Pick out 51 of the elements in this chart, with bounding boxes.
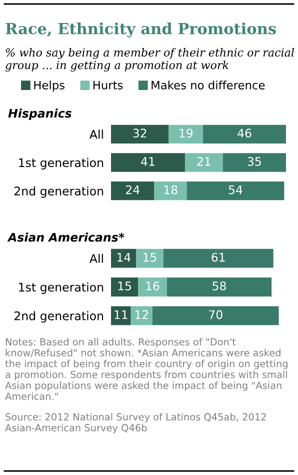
data-label: 15 [144,252,156,262]
data-label: 11 [114,310,128,319]
bar [203,124,286,144]
text: Notes: Based on all adults. Responses of "Don't know/Refused" not shown. *Asian Americans were asked the impact of being from their country of origin on getting a promotion. Some respondents from countries with small Asian populations were asked the impact of being "Asian American." [5,338,288,400]
data-label: 12 [135,310,148,319]
bar [111,124,169,144]
bar [136,248,164,268]
bar [163,248,274,268]
data-label: 14 [117,252,130,262]
data-label: 54 [228,185,242,194]
bar [152,306,279,326]
y-tick-label: 1st generation [19,158,104,170]
bar [111,278,138,296]
data-label: 21 [197,156,210,166]
data-label: 46 [238,128,252,138]
bar [111,153,185,172]
legend-label: Helps [34,80,64,92]
chart-subtitle: % who say being a member of their ethnic or racial group ... in getting a promotion at work [5,48,294,72]
data-label: 24 [126,185,140,194]
bar [168,124,204,144]
data-label: 19 [180,128,193,138]
y-tick-label: 2nd generation [14,311,104,323]
bar [186,181,284,200]
y-axis-title: Asian Americans* [7,232,124,242]
bar [166,278,272,296]
data-label: 32 [133,128,146,138]
bar [154,181,187,200]
y-tick-label: All [90,130,103,139]
y-tick-label: 1st generation [19,282,104,294]
bar [130,306,152,326]
data-label: 15 [118,282,132,290]
bar [138,278,167,296]
bar [184,153,223,172]
y-tick-label: All [90,254,103,263]
y-axis-title: Hispanics [8,108,72,120]
legend-label: Makes no difference [152,80,265,90]
bar [111,181,154,200]
bar [222,153,286,172]
source-note: Source: 2012 National Survey of Latinos Q45ab, 2012 Asian-American Survey Q46b [5,413,266,434]
data-label: 58 [212,281,226,290]
legend-label: Hurts [93,80,123,90]
data-label: 41 [141,157,154,166]
y-tick-label: 2nd generation [14,186,104,198]
data-label: 35 [248,156,261,166]
data-label: 18 [164,185,178,194]
bar [111,306,131,326]
data-label: 70 [209,310,222,320]
data-label: 61 [212,252,225,262]
data-label: 16 [146,281,160,290]
bar [111,248,136,268]
chart-title: Race, Ethnicity and Promotions [6,22,276,38]
